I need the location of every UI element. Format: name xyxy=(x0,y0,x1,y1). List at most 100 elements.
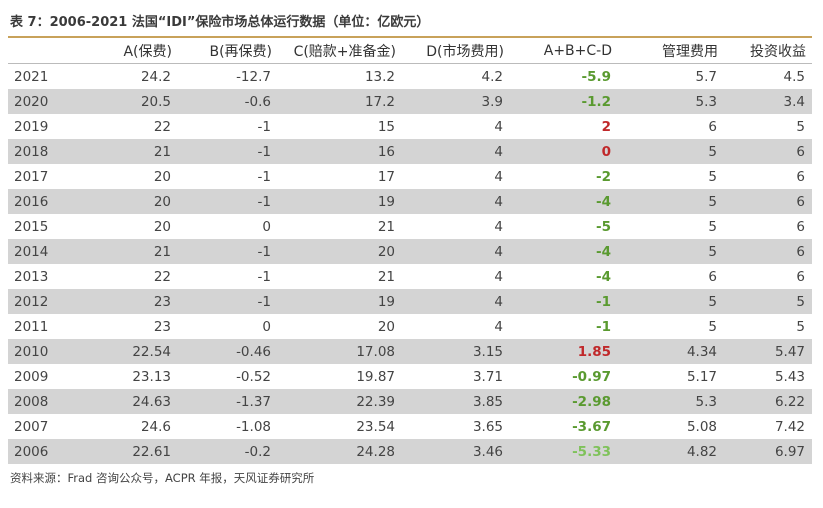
cell-reinsurance: 0 xyxy=(262,218,271,235)
cell-market-expenses: 4 xyxy=(402,139,510,164)
cell-claims-reserves: 17 xyxy=(377,168,395,185)
cell-net: -4 xyxy=(596,268,611,285)
cell-investment-income: 6.97 xyxy=(724,439,812,464)
cell-claims-reserves: 13.2 xyxy=(364,68,395,85)
cell-net: -5.9 xyxy=(581,68,611,85)
cell-investment-income: 6 xyxy=(724,239,812,264)
cell-investment-income: 6 xyxy=(724,189,812,214)
cell-management-expenses: 5 xyxy=(618,239,724,264)
cell-year: 2011 xyxy=(14,318,49,335)
cell-management-expenses: 6 xyxy=(708,118,717,135)
cell-investment-income: 5 xyxy=(724,289,812,314)
cell-year: 2016 xyxy=(8,189,78,214)
table-header-row: A(保费) B(再保费) C(赔款+准备金) D(市场费用) A+B+C-D 管… xyxy=(8,38,812,64)
cell-claims-reserves: 23.54 xyxy=(356,418,395,435)
cell-premium: 23 xyxy=(153,318,171,335)
table-row: 2015 20 0 21 4 -5 5 6 xyxy=(8,214,812,239)
cell-net: -0.97 xyxy=(572,368,611,385)
cell-reinsurance: -1 xyxy=(178,289,278,314)
cell-investment-income: 3.4 xyxy=(724,89,812,114)
cell-reinsurance: -1 xyxy=(257,268,271,285)
cell-year: 2007 xyxy=(14,418,49,435)
data-table-container: A(保费) B(再保费) C(赔款+准备金) D(市场费用) A+B+C-D 管… xyxy=(8,36,812,464)
cell-claims-reserves: 24.28 xyxy=(278,439,402,464)
cell-investment-income: 5.43 xyxy=(774,368,805,385)
cell-management-expenses: 5.3 xyxy=(618,89,724,114)
cell-year: 2021 xyxy=(14,68,49,85)
cell-market-expenses: 4 xyxy=(402,239,510,264)
cell-net: -1.2 xyxy=(510,89,618,114)
col-header-market-expenses: D(市场费用) xyxy=(402,38,510,64)
source-note: 资料来源：Frad 咨询公众号，ACPR 年报，天风证券研究所 xyxy=(10,471,315,485)
cell-management-expenses: 5 xyxy=(618,189,724,214)
cell-premium: 20 xyxy=(153,168,171,185)
cell-net: -2.98 xyxy=(510,389,618,414)
table-row: 2011 23 0 20 4 -1 5 5 xyxy=(8,314,812,339)
cell-claims-reserves: 21 xyxy=(377,268,395,285)
cell-premium: 24.63 xyxy=(78,389,178,414)
table-row: 2021 24.2 -12.7 13.2 4.2 -5.9 5.7 4.5 xyxy=(8,64,812,90)
cell-management-expenses: 4.34 xyxy=(618,339,724,364)
cell-year: 2019 xyxy=(14,118,49,135)
cell-year: 2008 xyxy=(8,389,78,414)
cell-management-expenses: 5.17 xyxy=(686,368,717,385)
cell-year: 2012 xyxy=(8,289,78,314)
cell-premium: 20 xyxy=(153,218,171,235)
col-header-management-expenses: 管理费用 xyxy=(618,38,724,64)
cell-premium: 22.61 xyxy=(78,439,178,464)
cell-investment-income: 7.42 xyxy=(774,418,805,435)
cell-investment-income: 5 xyxy=(796,318,805,335)
cell-management-expenses: 5 xyxy=(618,289,724,314)
col-header-premium: A(保费) xyxy=(78,38,178,64)
cell-premium: 20 xyxy=(78,189,178,214)
cell-net: -4 xyxy=(510,189,618,214)
cell-premium: 23 xyxy=(78,289,178,314)
cell-investment-income: 6.22 xyxy=(724,389,812,414)
cell-net: -3.67 xyxy=(572,418,611,435)
col-header-year xyxy=(8,38,78,64)
cell-reinsurance: -0.46 xyxy=(178,339,278,364)
cell-management-expenses: 5.7 xyxy=(695,68,717,85)
cell-claims-reserves: 15 xyxy=(377,118,395,135)
cell-market-expenses: 4 xyxy=(494,168,503,185)
cell-reinsurance: -1 xyxy=(178,239,278,264)
cell-management-expenses: 5 xyxy=(708,218,717,235)
cell-net: 1.85 xyxy=(510,339,618,364)
cell-investment-income: 5.47 xyxy=(724,339,812,364)
cell-premium: 21 xyxy=(78,239,178,264)
table-row: 2017 20 -1 17 4 -2 5 6 xyxy=(8,164,812,189)
cell-management-expenses: 5.08 xyxy=(686,418,717,435)
table-row: 2016 20 -1 19 4 -4 5 6 xyxy=(8,189,812,214)
cell-investment-income: 6 xyxy=(724,139,812,164)
cell-net: -2 xyxy=(596,168,611,185)
cell-premium: 22 xyxy=(153,268,171,285)
cell-premium: 22 xyxy=(153,118,171,135)
table-row: 2012 23 -1 19 4 -1 5 5 xyxy=(8,289,812,314)
cell-reinsurance: -1.37 xyxy=(178,389,278,414)
cell-year: 2015 xyxy=(14,218,49,235)
cell-market-expenses: 3.15 xyxy=(402,339,510,364)
table-title: 表 7：2006-2021 法国“IDI”保险市场总体运行数据（单位：亿欧元） xyxy=(10,15,430,30)
cell-market-expenses: 3.9 xyxy=(402,89,510,114)
cell-investment-income: 6 xyxy=(796,168,805,185)
cell-claims-reserves: 17.2 xyxy=(278,89,402,114)
cell-year: 2017 xyxy=(14,168,49,185)
table-row: 2020 20.5 -0.6 17.2 3.9 -1.2 5.3 3.4 xyxy=(8,89,812,114)
cell-year: 2013 xyxy=(14,268,49,285)
table-row: 2014 21 -1 20 4 -4 5 6 xyxy=(8,239,812,264)
cell-premium: 24.2 xyxy=(140,68,171,85)
cell-premium: 20.5 xyxy=(78,89,178,114)
cell-premium: 23.13 xyxy=(132,368,171,385)
cell-claims-reserves: 19 xyxy=(278,289,402,314)
cell-net: -5 xyxy=(596,218,611,235)
cell-market-expenses: 4 xyxy=(494,318,503,335)
col-header-claims-reserves: C(赔款+准备金) xyxy=(278,38,402,64)
col-header-investment-income: 投资收益 xyxy=(724,38,812,64)
cell-premium: 24.6 xyxy=(140,418,171,435)
cell-reinsurance: -1 xyxy=(178,189,278,214)
cell-market-expenses: 4 xyxy=(494,268,503,285)
cell-management-expenses: 5.3 xyxy=(618,389,724,414)
cell-net: -5.33 xyxy=(510,439,618,464)
cell-year: 2010 xyxy=(8,339,78,364)
cell-net: 2 xyxy=(601,118,611,135)
